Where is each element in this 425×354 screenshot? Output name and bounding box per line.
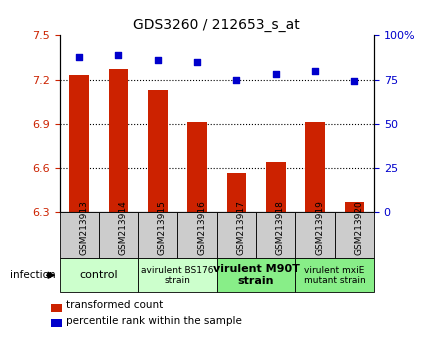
Text: transformed count: transformed count (66, 300, 163, 310)
Point (115, 52, 122, 58)
Bar (227, 172, 246, 212)
Text: infection: infection (10, 270, 55, 280)
Bar (305, 122, 325, 212)
Point (351, 79, 358, 84)
Point (312, 68, 318, 74)
Bar (345, 202, 364, 212)
Text: avirulent BS176
strain: avirulent BS176 strain (141, 266, 214, 285)
Text: virulent mxiE
mutant strain: virulent mxiE mutant strain (304, 266, 366, 285)
Point (272, 72, 279, 77)
Text: GSM213915: GSM213915 (158, 200, 167, 255)
Text: GSM213919: GSM213919 (315, 200, 324, 255)
Text: virulent M90T
strain: virulent M90T strain (212, 264, 300, 286)
Point (76, 54, 82, 59)
Bar (109, 69, 128, 212)
Text: GSM213916: GSM213916 (197, 200, 206, 255)
Point (233, 77, 240, 82)
Point (194, 59, 201, 65)
Text: GSM213918: GSM213918 (276, 200, 285, 255)
Text: GSM213914: GSM213914 (119, 200, 128, 255)
Text: control: control (79, 270, 118, 280)
Title: GDS3260 / 212653_s_at: GDS3260 / 212653_s_at (133, 18, 300, 32)
Point (154, 57, 161, 63)
Text: GSM213917: GSM213917 (236, 200, 245, 255)
Bar (148, 90, 167, 212)
Bar (187, 122, 207, 212)
Bar (69, 75, 89, 212)
Bar (266, 162, 286, 212)
Text: percentile rank within the sample: percentile rank within the sample (66, 316, 242, 326)
Text: GSM213913: GSM213913 (79, 200, 88, 255)
Text: GSM213920: GSM213920 (354, 200, 363, 255)
